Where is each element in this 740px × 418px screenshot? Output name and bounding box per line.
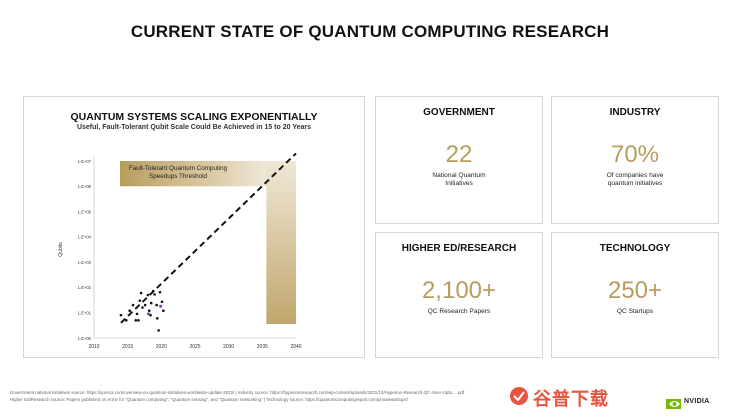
highlight-data-point bbox=[147, 312, 151, 316]
chart-panel: QUANTUM SYSTEMS SCALING EXPONENTIALLY Us… bbox=[23, 96, 365, 358]
y-tick-label: 1.E+03 bbox=[78, 260, 92, 265]
data-point bbox=[155, 303, 158, 307]
higher-ed-caption: QC Research Papers bbox=[427, 308, 491, 315]
technology-caption: QC Startups bbox=[616, 308, 654, 315]
data-point bbox=[139, 291, 143, 295]
data-point bbox=[146, 293, 150, 297]
data-point bbox=[149, 301, 153, 305]
data-point bbox=[135, 312, 139, 316]
data-point bbox=[141, 306, 144, 309]
data-point bbox=[137, 319, 140, 322]
y-axis-title: Qubits bbox=[58, 242, 64, 257]
y-tick-label: 1.E+04 bbox=[78, 235, 92, 240]
data-point bbox=[143, 303, 147, 307]
technology-value: 250+ bbox=[607, 277, 663, 304]
higher-ed-panel: HIGHER ED/RESEARCH 2,100+ QC Research Pa… bbox=[375, 232, 543, 358]
x-tick-label: 2035 bbox=[257, 344, 268, 350]
industry-heading: INDUSTRY bbox=[609, 107, 661, 118]
data-point bbox=[131, 303, 135, 307]
highlight-data-point bbox=[159, 304, 163, 308]
data-point bbox=[153, 293, 156, 296]
chart-subtitle: Useful, Fault-Tolerant Qubit Scale Could… bbox=[76, 124, 312, 131]
x-tick-label: 2030 bbox=[223, 344, 234, 350]
data-point bbox=[149, 313, 152, 317]
data-point bbox=[151, 289, 155, 293]
data-point bbox=[125, 319, 128, 322]
data-point bbox=[134, 319, 138, 322]
nvidia-logo-text: NVIDIA bbox=[684, 398, 710, 405]
data-point bbox=[128, 309, 131, 313]
y-tick-label: 1.E+02 bbox=[78, 285, 92, 290]
higher-ed-value: 2,100+ bbox=[421, 277, 497, 304]
x-tick-label: 2015 bbox=[122, 344, 133, 350]
y-tick-label: 1.E+05 bbox=[78, 209, 92, 214]
y-tick-label: 1.E+06 bbox=[78, 184, 92, 189]
data-point bbox=[157, 329, 160, 332]
data-point bbox=[119, 313, 123, 317]
chart-title: QUANTUM SYSTEMS SCALING EXPONENTIALLY bbox=[70, 111, 318, 123]
page-title: CURRENT STATE OF QUANTUM COMPUTING RESEA… bbox=[130, 22, 610, 41]
industry-caption: Of companies have quantum initiatives bbox=[606, 172, 664, 187]
watermark-text: 谷普下载 bbox=[533, 389, 609, 409]
footnote-sources-1: Government national initiatives source: … bbox=[10, 390, 465, 395]
data-point bbox=[158, 290, 162, 294]
trend-line bbox=[120, 152, 297, 324]
threshold-band-vertical bbox=[266, 161, 296, 324]
x-tick-label: 2020 bbox=[156, 344, 167, 350]
higher-ed-heading: HIGHER ED/RESEARCH bbox=[401, 243, 517, 254]
government-value: 22 bbox=[445, 141, 473, 168]
government-panel: GOVERNMENT 22 National Quantum Initiativ… bbox=[375, 96, 543, 224]
y-tick-label: 1.E+00 bbox=[78, 336, 92, 341]
industry-value: 70% bbox=[610, 141, 660, 168]
data-point bbox=[138, 299, 142, 302]
data-point bbox=[147, 309, 151, 313]
x-tick-label: 2040 bbox=[290, 344, 301, 350]
footnote-sources-2: Higher Ed/Research source: Papers publis… bbox=[10, 397, 408, 402]
government-heading: GOVERNMENT bbox=[423, 107, 495, 118]
technology-heading: TECHNOLOGY bbox=[599, 243, 671, 254]
y-tick-label: 1.E+07 bbox=[78, 159, 92, 164]
watermark-logo-icon bbox=[510, 387, 528, 405]
y-tick-label: 1.E+01 bbox=[78, 311, 92, 316]
data-point bbox=[155, 317, 159, 320]
data-point bbox=[160, 300, 164, 304]
x-tick-label: 2010 bbox=[88, 344, 99, 350]
scaling-chart: 2010 2015 2020 2025 2030 2035 2040 1.E+00 1.E+01… bbox=[58, 152, 302, 350]
data-point bbox=[162, 309, 165, 313]
industry-panel: INDUSTRY 70% Of companies have quantum i… bbox=[551, 96, 719, 224]
threshold-annotation-line: Speedups Threshold bbox=[149, 173, 207, 180]
technology-panel: TECHNOLOGY 250+ QC Startups bbox=[551, 232, 719, 358]
government-caption: National Quantum Initiatives bbox=[432, 172, 486, 187]
nvidia-logo-icon bbox=[666, 399, 681, 409]
x-tick-label: 2025 bbox=[189, 344, 200, 350]
threshold-annotation-line: Fault-Tolerant Quantum Computing bbox=[129, 165, 228, 172]
